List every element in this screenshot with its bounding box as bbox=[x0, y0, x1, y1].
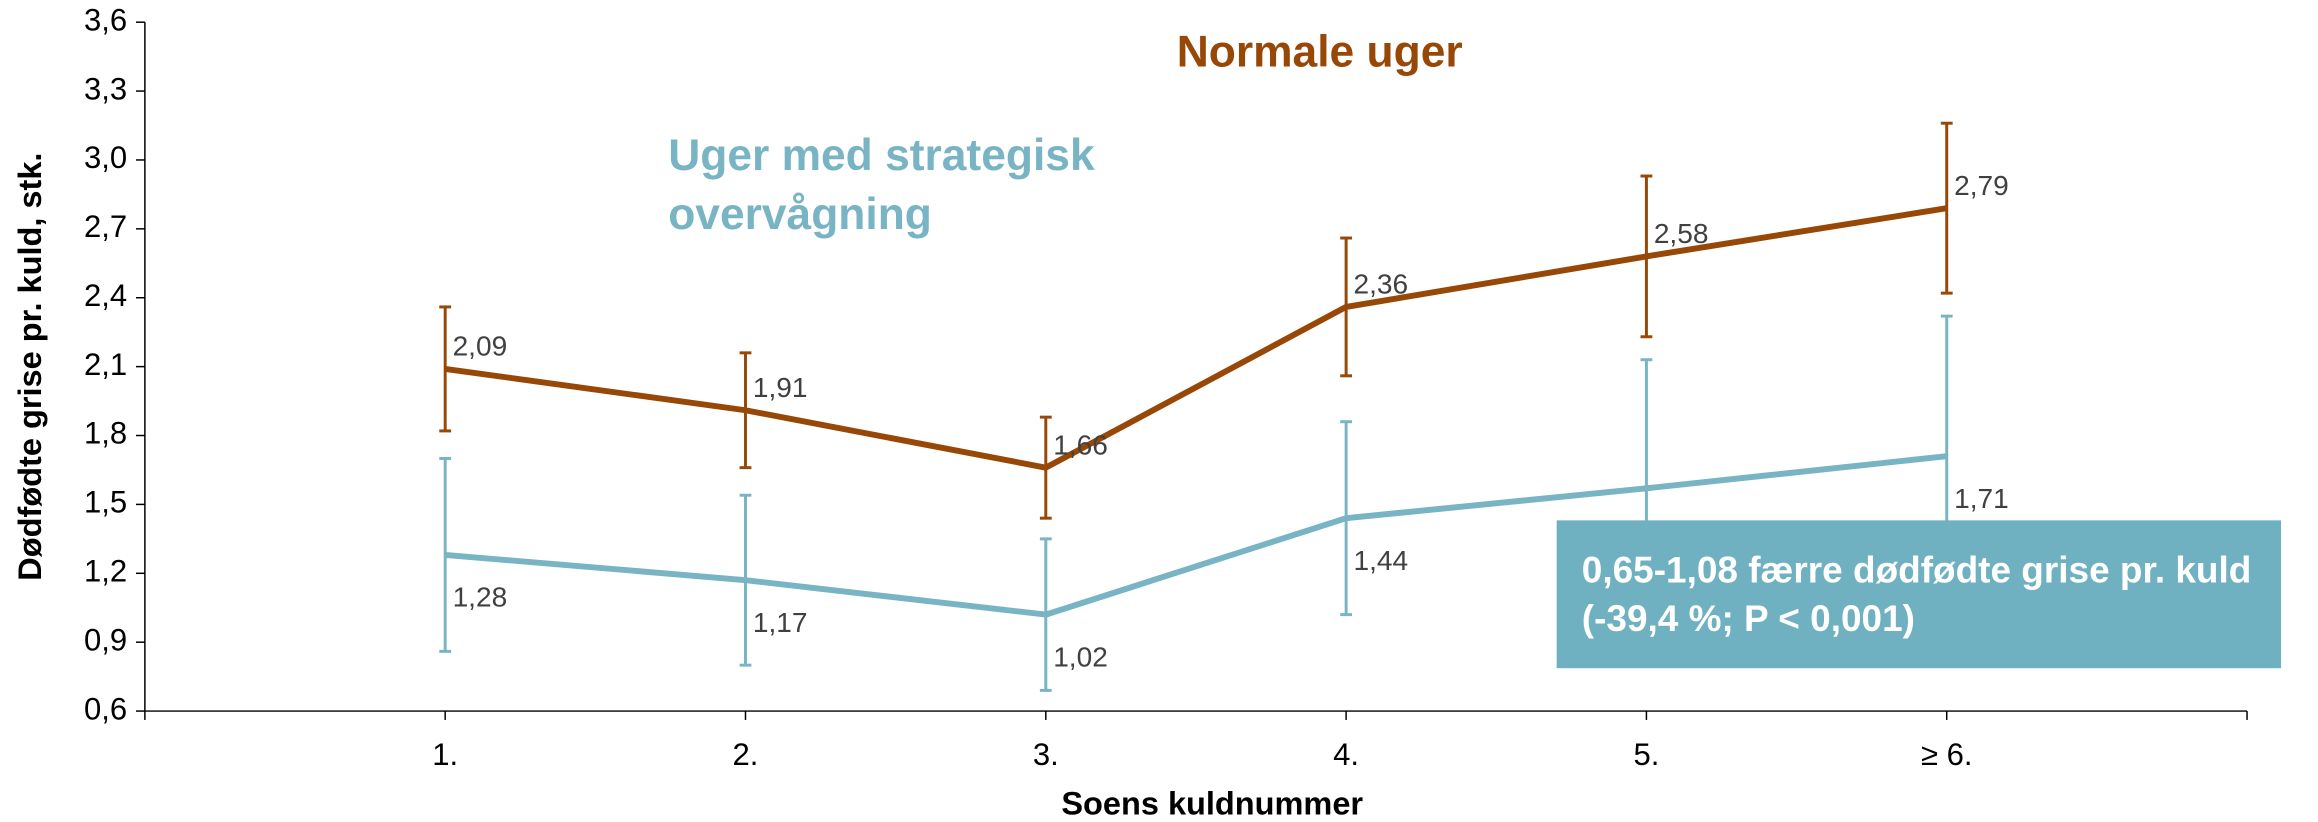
y-tick-label: 1,8 bbox=[84, 416, 127, 451]
line bbox=[444, 453, 1948, 618]
y-tick-label: 2,7 bbox=[84, 209, 127, 244]
y-tick-label: 3,6 bbox=[84, 2, 127, 37]
data-label: 1,91 bbox=[753, 372, 808, 403]
y-tick-label: 1,2 bbox=[84, 553, 127, 588]
legend-entry: Uger med strategisk overvågning bbox=[668, 131, 1095, 240]
x-tick-label: 4. bbox=[1333, 737, 1359, 772]
y-tick-label: 2,4 bbox=[84, 278, 127, 313]
x-tick-label: 3. bbox=[1033, 737, 1059, 772]
data-label: 2,79 bbox=[1954, 170, 2009, 201]
data-label: 2,36 bbox=[1354, 269, 1409, 300]
y-tick-label: 0,6 bbox=[84, 691, 127, 726]
x-tick-label: 1. bbox=[432, 737, 458, 772]
data-label: 1,02 bbox=[1053, 641, 1108, 672]
y-tick-label: 2,1 bbox=[84, 347, 127, 382]
y-tick-label: 0,9 bbox=[84, 622, 127, 657]
y-tick-label: 1,5 bbox=[84, 485, 127, 520]
error-bar bbox=[1940, 121, 1953, 295]
line bbox=[444, 205, 1948, 471]
data-label: 1,71 bbox=[1954, 483, 2009, 514]
data-label: 1,17 bbox=[753, 607, 808, 638]
data-label: 1,66 bbox=[1053, 429, 1108, 460]
y-tick-label: 3,0 bbox=[84, 140, 127, 175]
legend-entry: Normale uger bbox=[1176, 28, 1463, 77]
x-tick-label: 5. bbox=[1633, 737, 1659, 772]
annotation: 0,65-1,08 færre dødfødte grise pr. kuld … bbox=[1556, 520, 2282, 669]
x-axis-label: Soens kuldnummer bbox=[1061, 785, 1363, 821]
data-label: 2,58 bbox=[1654, 218, 1709, 249]
x-tick-label: 2. bbox=[733, 737, 759, 772]
y-tick-label: 3,3 bbox=[84, 71, 127, 106]
y-axis-label: Dødfødte grise pr. kuld, stk. bbox=[12, 153, 48, 581]
data-label: 1,44 bbox=[1354, 545, 1409, 576]
data-label: 2,09 bbox=[453, 331, 508, 362]
x-tick-label: ≥ 6. bbox=[1921, 737, 1973, 772]
data-label: 1,28 bbox=[453, 582, 508, 613]
